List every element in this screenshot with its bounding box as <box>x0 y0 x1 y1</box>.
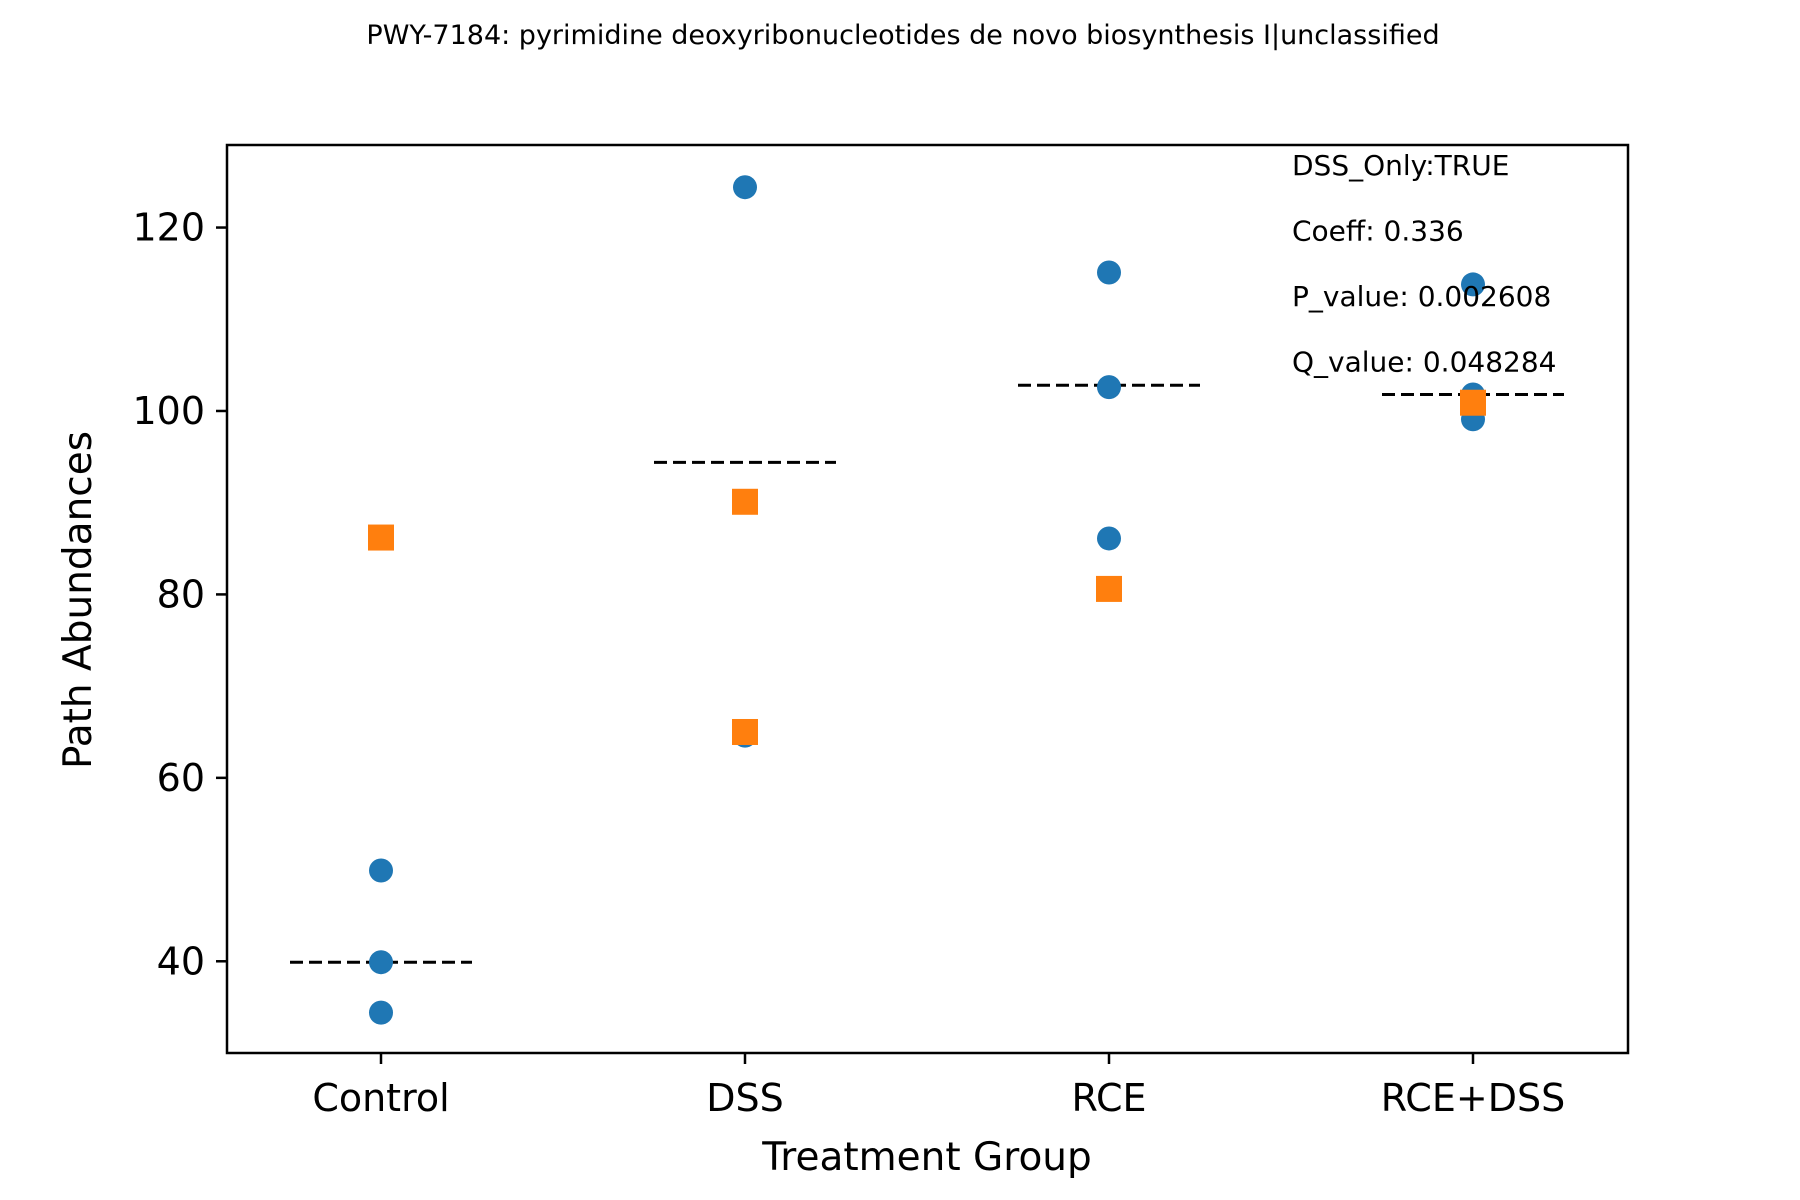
plot-area-frame <box>225 143 1630 1055</box>
chart-title: PWY-7184: pyrimidine deoxyribonucleotide… <box>366 20 1439 51</box>
data-point-square <box>368 524 394 551</box>
data-point-square <box>732 718 758 745</box>
x-tick-label: DSS <box>706 1076 784 1120</box>
median-lines <box>290 383 1564 964</box>
data-point-square <box>1460 389 1486 416</box>
x-tick-label: Control <box>312 1076 449 1120</box>
x-tick-label: RCE+DSS <box>1381 1076 1565 1120</box>
data-point-circle <box>1097 260 1121 285</box>
data-point-circle <box>369 1000 393 1025</box>
data-points <box>368 175 1486 1025</box>
stat-annotation: Q_value: 0.048284 <box>1292 346 1556 379</box>
y-axis: 40 60 80 100 120 <box>132 206 227 983</box>
data-point-square <box>1096 575 1122 602</box>
stats-annotations: DSS_Only:TRUE Coeff: 0.336 P_value: 0.0026… <box>1292 149 1556 379</box>
y-tick-label: 80 <box>157 572 205 616</box>
stat-annotation: DSS_Only:TRUE <box>1292 149 1509 182</box>
y-tick-label: 100 <box>132 389 205 433</box>
stat-annotation: P_value: 0.002608 <box>1292 280 1551 313</box>
x-axis: Control DSS RCE RCE+DSS <box>312 1053 1565 1120</box>
data-point-circle <box>369 950 393 975</box>
data-point-circle <box>369 858 393 883</box>
y-axis-label: Path Abundances <box>56 431 101 769</box>
data-point-circle <box>1097 375 1121 400</box>
data-point-circle <box>1461 272 1485 297</box>
x-tick-label: RCE <box>1071 1076 1146 1120</box>
data-point-square <box>732 488 758 515</box>
y-tick-label: 120 <box>132 206 205 250</box>
y-tick-label: 60 <box>157 756 205 800</box>
x-axis-label: Treatment Group <box>761 1135 1092 1180</box>
data-point-circle <box>1097 526 1121 551</box>
data-point-circle <box>733 175 757 200</box>
y-tick-label: 40 <box>157 939 205 983</box>
stat-annotation: Coeff: 0.336 <box>1292 215 1464 248</box>
